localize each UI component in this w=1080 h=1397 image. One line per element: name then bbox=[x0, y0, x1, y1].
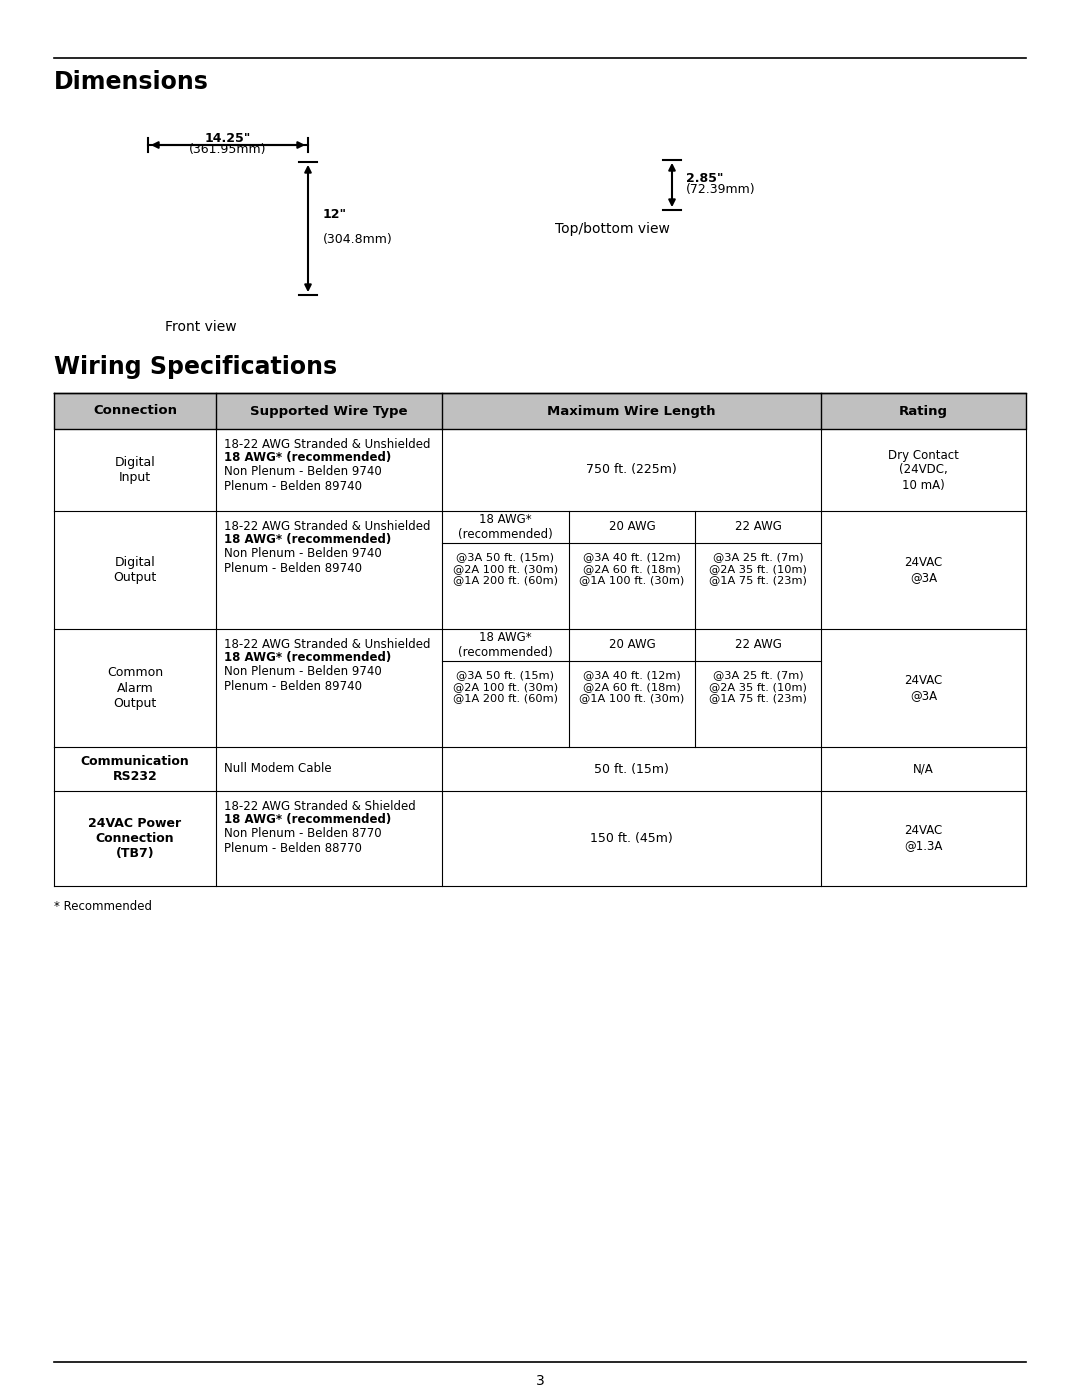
Text: 14.25": 14.25" bbox=[205, 131, 252, 145]
Text: 750 ft. (225m): 750 ft. (225m) bbox=[586, 464, 677, 476]
Text: 22 AWG: 22 AWG bbox=[734, 521, 782, 534]
Text: 18-22 AWG Stranded & Unshielded: 18-22 AWG Stranded & Unshielded bbox=[224, 638, 431, 651]
Text: 18-22 AWG Stranded & Shielded: 18-22 AWG Stranded & Shielded bbox=[224, 800, 416, 813]
Text: 18 AWG* (recommended): 18 AWG* (recommended) bbox=[224, 813, 391, 827]
Text: Wiring Specifications: Wiring Specifications bbox=[54, 355, 337, 379]
Text: 2.85": 2.85" bbox=[686, 172, 724, 184]
Text: 18-22 AWG Stranded & Unshielded: 18-22 AWG Stranded & Unshielded bbox=[224, 439, 431, 451]
Text: 18 AWG*
(recommended): 18 AWG* (recommended) bbox=[458, 631, 553, 659]
Text: 12": 12" bbox=[323, 208, 347, 221]
Bar bbox=[54, 393, 1026, 429]
Text: Top/bottom view: Top/bottom view bbox=[555, 222, 670, 236]
Text: 20 AWG: 20 AWG bbox=[609, 521, 656, 534]
Text: Communication
RS232: Communication RS232 bbox=[81, 754, 189, 782]
Text: Digital
Input: Digital Input bbox=[114, 455, 156, 483]
Text: 150 ft. (45m): 150 ft. (45m) bbox=[590, 833, 673, 845]
Text: 24VAC
@3A: 24VAC @3A bbox=[904, 556, 943, 584]
Text: Non Plenum - Belden 9740
Plenum - Belden 89740: Non Plenum - Belden 9740 Plenum - Belden… bbox=[224, 665, 381, 693]
Text: @3A 25 ft. (7m)
@2A 35 ft. (10m)
@1A 75 ft. (23m): @3A 25 ft. (7m) @2A 35 ft. (10m) @1A 75 … bbox=[710, 552, 807, 585]
Text: 24VAC
@1.3A: 24VAC @1.3A bbox=[904, 824, 943, 852]
Text: Non Plenum - Belden 8770
Plenum - Belden 88770: Non Plenum - Belden 8770 Plenum - Belden… bbox=[224, 827, 381, 855]
Text: Front view: Front view bbox=[165, 320, 237, 334]
Text: 24VAC Power
Connection
(TB7): 24VAC Power Connection (TB7) bbox=[89, 817, 181, 861]
Text: Maximum Wire Length: Maximum Wire Length bbox=[548, 405, 716, 418]
Text: @3A 40 ft. (12m)
@2A 60 ft. (18m)
@1A 100 ft. (30m): @3A 40 ft. (12m) @2A 60 ft. (18m) @1A 10… bbox=[579, 671, 685, 703]
Text: * Recommended: * Recommended bbox=[54, 900, 152, 914]
Text: 50 ft. (15m): 50 ft. (15m) bbox=[594, 763, 669, 775]
Text: 24VAC
@3A: 24VAC @3A bbox=[904, 673, 943, 703]
Text: Dry Contact
(24VDC,
10 mA): Dry Contact (24VDC, 10 mA) bbox=[888, 448, 959, 492]
Text: Common
Alarm
Output: Common Alarm Output bbox=[107, 666, 163, 710]
Text: Null Modem Cable: Null Modem Cable bbox=[224, 763, 332, 775]
Text: 18 AWG*
(recommended): 18 AWG* (recommended) bbox=[458, 513, 553, 541]
Text: Dimensions: Dimensions bbox=[54, 70, 208, 94]
Text: (72.39mm): (72.39mm) bbox=[686, 183, 756, 196]
Text: 18 AWG* (recommended): 18 AWG* (recommended) bbox=[224, 451, 391, 464]
Text: (304.8mm): (304.8mm) bbox=[323, 232, 393, 246]
Text: (361.95mm): (361.95mm) bbox=[189, 142, 267, 156]
Text: 22 AWG: 22 AWG bbox=[734, 638, 782, 651]
Text: 18-22 AWG Stranded & Unshielded: 18-22 AWG Stranded & Unshielded bbox=[224, 520, 431, 534]
Text: Connection: Connection bbox=[93, 405, 177, 418]
Text: N/A: N/A bbox=[913, 763, 934, 775]
Text: @3A 50 ft. (15m)
@2A 100 ft. (30m)
@1A 200 ft. (60m): @3A 50 ft. (15m) @2A 100 ft. (30m) @1A 2… bbox=[453, 552, 558, 585]
Text: Rating: Rating bbox=[899, 405, 948, 418]
Text: 18 AWG* (recommended): 18 AWG* (recommended) bbox=[224, 534, 391, 546]
Text: 3: 3 bbox=[536, 1375, 544, 1389]
Text: Digital
Output: Digital Output bbox=[113, 556, 157, 584]
Text: 18 AWG* (recommended): 18 AWG* (recommended) bbox=[224, 651, 391, 665]
Text: Supported Wire Type: Supported Wire Type bbox=[251, 405, 408, 418]
Text: @3A 40 ft. (12m)
@2A 60 ft. (18m)
@1A 100 ft. (30m): @3A 40 ft. (12m) @2A 60 ft. (18m) @1A 10… bbox=[579, 552, 685, 585]
Text: @3A 50 ft. (15m)
@2A 100 ft. (30m)
@1A 200 ft. (60m): @3A 50 ft. (15m) @2A 100 ft. (30m) @1A 2… bbox=[453, 671, 558, 703]
Text: 20 AWG: 20 AWG bbox=[609, 638, 656, 651]
Text: Non Plenum - Belden 9740
Plenum - Belden 89740: Non Plenum - Belden 9740 Plenum - Belden… bbox=[224, 465, 381, 493]
Text: Non Plenum - Belden 9740
Plenum - Belden 89740: Non Plenum - Belden 9740 Plenum - Belden… bbox=[224, 548, 381, 576]
Text: @3A 25 ft. (7m)
@2A 35 ft. (10m)
@1A 75 ft. (23m): @3A 25 ft. (7m) @2A 35 ft. (10m) @1A 75 … bbox=[710, 671, 807, 703]
